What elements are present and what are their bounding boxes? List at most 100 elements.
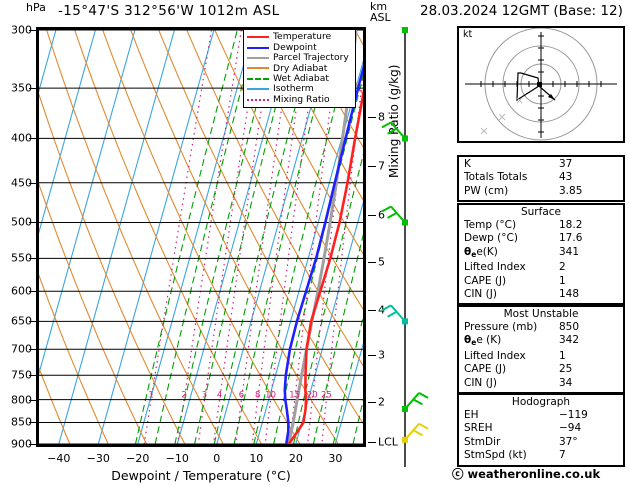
hodograph-unit-label: kt	[463, 29, 473, 40]
parameter-value: 37°	[559, 435, 578, 448]
most-unstable-row: CIN (J) 34	[459, 377, 623, 390]
parameter-label: Pressure (mb)	[464, 321, 538, 333]
most-unstable-row: Lifted Index 1	[459, 350, 623, 363]
legend-swatch-dewpoint	[247, 46, 269, 49]
svg-text:6: 6	[239, 391, 244, 401]
pressure-tick-label: 800	[11, 393, 32, 407]
parameter-label: StmSpd (kt)	[464, 449, 527, 462]
pressure-tick-label: 900	[11, 437, 32, 451]
surface-row: Temp (°C) 18.2	[459, 219, 623, 232]
most-unstable-title: Most Unstable	[503, 308, 579, 320]
parameter-value: 342	[559, 334, 580, 347]
height-tick	[368, 261, 376, 263]
svg-text:25: 25	[321, 391, 332, 401]
wind-barb	[381, 304, 408, 325]
parameter-value: 17.6	[559, 232, 583, 245]
temperature-tick-label: −20	[126, 452, 150, 465]
parameter-value: 34	[559, 376, 573, 389]
mixing-ratio-labels: 1 2 3 4 6 8 10 15 20 25	[148, 391, 331, 401]
most-unstable-table: Most Unstable Pressure (mb) 850 θee (K) 342 L…	[457, 305, 625, 395]
height-tick-label: 4	[378, 303, 385, 317]
pressure-tick	[29, 30, 36, 31]
legend-label: Parcel Trajectory	[273, 52, 349, 64]
pressure-tick-label: 550	[11, 251, 32, 265]
most-unstable-row: CAPE (J) 25	[459, 363, 623, 376]
svg-text:2: 2	[181, 391, 186, 401]
parameter-value: 148	[559, 288, 580, 301]
svg-text:1: 1	[148, 391, 153, 401]
legend-label: Wet Adiabat	[273, 73, 329, 84]
svg-text:10: 10	[265, 391, 276, 401]
temperature-tick-label: −40	[47, 452, 71, 465]
legend-item: Isotherm	[247, 84, 353, 94]
pressure-tick	[29, 422, 36, 424]
height-tick	[368, 214, 376, 216]
pressure-tick-label: 700	[11, 342, 32, 356]
parameter-label: Dewp (°C)	[464, 232, 518, 245]
pressure-tick	[29, 375, 36, 377]
height-tick	[368, 309, 376, 311]
surface-title: Surface	[520, 206, 561, 218]
parameter-label: SREH	[464, 422, 493, 435]
pressure-tick-label: 500	[11, 215, 32, 229]
pressure-tick	[29, 349, 36, 351]
temperature-tick-label: 30	[328, 452, 343, 465]
surface-row: CIN (J) 148	[459, 288, 623, 301]
pressure-tick	[29, 88, 36, 90]
parameter-value: 2	[559, 261, 566, 274]
surface-row: CAPE (J) 1	[459, 275, 623, 288]
index-row: Totals Totals 43	[459, 171, 623, 184]
height-tick	[368, 354, 376, 356]
parameter-value: 25	[559, 363, 573, 376]
parameter-label: θee (K)	[464, 334, 502, 348]
parameter-value: 850	[559, 321, 580, 333]
pressure-tick	[29, 138, 36, 140]
index-row: PW (cm) 3.85	[459, 185, 623, 198]
isobar-lines	[39, 30, 363, 444]
surface-row: Dewp (°C) 17.6	[459, 232, 623, 245]
parameter-label: Totals Totals	[464, 171, 528, 184]
height-tick	[368, 401, 376, 403]
height-tick-label: 5	[378, 255, 385, 269]
parameter-label: Lifted Index	[464, 261, 526, 274]
model-run-header: 28.03.2024 12GMT (Base: 12)	[420, 3, 623, 19]
legend-item: Temperature	[247, 32, 353, 42]
wind-barb	[381, 205, 408, 226]
pressure-tick	[29, 399, 36, 401]
pressure-tick	[29, 291, 36, 293]
pressure-tick-label: 600	[11, 284, 32, 298]
parameter-value: 1	[559, 274, 566, 287]
parameter-label: CIN (J)	[464, 288, 497, 301]
parameter-value: 37	[559, 158, 573, 170]
height-tick-label: 3	[378, 348, 385, 362]
hodograph-title: Hodograph	[511, 396, 571, 408]
legend-swatch-mixing-ratio	[247, 98, 269, 101]
surface-table: Surface Temp (°C) 18.2 Dewp (°C) 17.6 θee(K) 3…	[457, 203, 625, 306]
svg-text:4: 4	[217, 391, 222, 401]
pressure-tick-label: 400	[11, 131, 32, 145]
svg-text:3: 3	[202, 391, 207, 401]
legend-item: Parcel Trajectory	[247, 53, 353, 63]
parameter-value: 1	[559, 349, 566, 362]
legend-swatch-isotherm	[247, 88, 269, 91]
legend-label: Mixing Ratio	[273, 93, 330, 105]
most-unstable-row: θee (K) 342	[459, 334, 623, 349]
index-row: K 37	[459, 158, 623, 171]
pressure-tick-label: 350	[11, 81, 32, 95]
legend-label: Dry Adiabat	[273, 62, 328, 74]
height-tick	[368, 117, 376, 119]
temperature-tick-label: 0	[213, 452, 221, 465]
pressure-tick	[29, 321, 36, 323]
hodograph-row: EH −119	[459, 409, 623, 422]
parameter-label: StmDir	[464, 435, 501, 448]
pressure-tick	[29, 182, 36, 184]
hodograph-panel[interactable]: kt	[457, 23, 625, 145]
hodograph-row: StmDir 37°	[459, 436, 623, 449]
svg-text:15: 15	[289, 391, 300, 401]
temperature-tick-label: −10	[165, 452, 189, 465]
height-tick	[368, 165, 376, 167]
parameter-label: K	[464, 158, 471, 170]
legend-label: Isotherm	[273, 83, 314, 95]
height-axis-unit: km ASL	[370, 1, 391, 23]
legend-swatch-dry-adiabat	[247, 67, 269, 70]
